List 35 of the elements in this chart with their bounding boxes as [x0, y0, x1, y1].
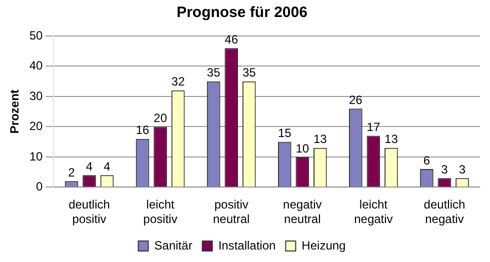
x-tick-label: positiv neutral	[213, 198, 250, 226]
data-label: 4	[86, 159, 93, 174]
legend-label: Installation	[218, 238, 276, 252]
y-tick-label: 20	[29, 119, 44, 134]
data-label: 17	[366, 120, 380, 134]
data-label: 26	[348, 92, 363, 107]
legend-label: Sanitär	[154, 238, 192, 252]
y-tick-label: 40	[29, 58, 44, 73]
data-label: 3	[441, 162, 448, 176]
y-tick-label: 30	[29, 88, 44, 103]
data-label: 10	[296, 141, 310, 156]
data-label: 16	[136, 123, 150, 138]
y-tick-label: 50	[29, 28, 44, 42]
y-tick-label: 10	[29, 149, 44, 164]
data-label: 32	[171, 74, 186, 89]
y-axis-title: Prozent	[8, 90, 22, 134]
data-label: 15	[278, 126, 292, 140]
chart-title: Prognose für 2006	[176, 4, 308, 22]
data-label: 13	[313, 132, 328, 146]
x-tick-label: deutlich negativ	[424, 198, 466, 226]
data-label: 20	[154, 111, 168, 126]
legend-label: Heizung	[302, 238, 346, 252]
data-label: 35	[242, 66, 256, 80]
x-tick-label: leicht positiv	[143, 198, 178, 226]
data-label: 3	[458, 162, 466, 176]
y-tick-label: 0	[36, 180, 44, 194]
data-label: 4	[104, 159, 111, 174]
x-tick-label: leicht negativ	[354, 198, 393, 226]
x-tick-label: negativ neutral	[283, 198, 322, 226]
x-tick-label: deutlich positiv	[68, 198, 110, 226]
data-label: 13	[384, 132, 398, 146]
data-label: 2	[68, 165, 76, 180]
data-label: 35	[206, 66, 221, 80]
data-label: 46	[224, 32, 238, 46]
data-label: 6	[423, 153, 430, 168]
